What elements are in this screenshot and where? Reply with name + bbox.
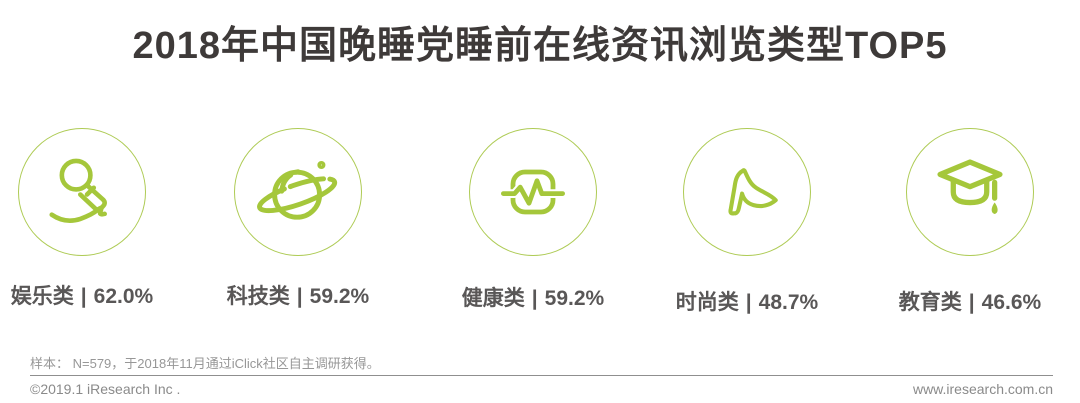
category-value: 59.2% — [544, 287, 605, 310]
category-label: 科技类 — [226, 285, 290, 308]
category-label: 娱乐类 — [10, 285, 74, 308]
label-separator: | — [80, 285, 87, 308]
category-value: 62.0% — [93, 285, 154, 308]
category-label-row: 时尚类 | 48.7% — [657, 286, 837, 316]
category-circle — [18, 128, 146, 256]
graduation-cap-icon — [926, 148, 1014, 236]
category-item-education: 教育类 | 46.6% — [880, 128, 1060, 316]
high-heel-icon — [706, 151, 788, 233]
category-label-row: 娱乐类 | 62.0% — [0, 280, 172, 310]
category-label-row: 教育类 | 46.6% — [880, 286, 1060, 316]
label-separator: | — [745, 291, 752, 314]
category-label: 时尚类 — [675, 291, 739, 314]
microphone-icon — [40, 150, 124, 234]
category-circle — [469, 128, 597, 256]
category-label: 健康类 — [461, 287, 525, 310]
category-circle — [234, 128, 362, 256]
category-item-technology: 科技类 | 59.2% — [208, 128, 388, 310]
copyright-text: ©2019.1 iResearch Inc . — [30, 381, 181, 397]
heartbeat-icon — [493, 152, 573, 232]
category-value: 59.2% — [309, 285, 370, 308]
category-circle — [683, 128, 811, 256]
label-separator: | — [296, 285, 303, 308]
planet-icon — [253, 147, 343, 237]
label-separator: | — [531, 287, 538, 310]
category-value: 46.6% — [981, 291, 1042, 314]
category-label-row: 健康类 | 59.2% — [443, 282, 623, 312]
category-label-row: 科技类 | 59.2% — [208, 280, 388, 310]
page-title: 2018年中国晚睡党睡前在线资讯浏览类型TOP5 — [132, 25, 948, 67]
category-value: 48.7% — [758, 291, 819, 314]
category-item-entertainment: 娱乐类 | 62.0% — [0, 128, 172, 310]
category-item-fashion: 时尚类 | 48.7% — [657, 128, 837, 316]
category-circle — [906, 128, 1034, 256]
website-url: www.iresearch.com.cn — [912, 381, 1053, 397]
sample-note: 样本： N=579，于2018年11月通过iClick社区自主调研获得。 — [30, 356, 380, 371]
label-separator: | — [968, 291, 975, 314]
category-item-health: 健康类 | 59.2% — [443, 128, 623, 312]
category-label: 教育类 — [898, 291, 962, 314]
footer-divider — [30, 375, 1053, 376]
